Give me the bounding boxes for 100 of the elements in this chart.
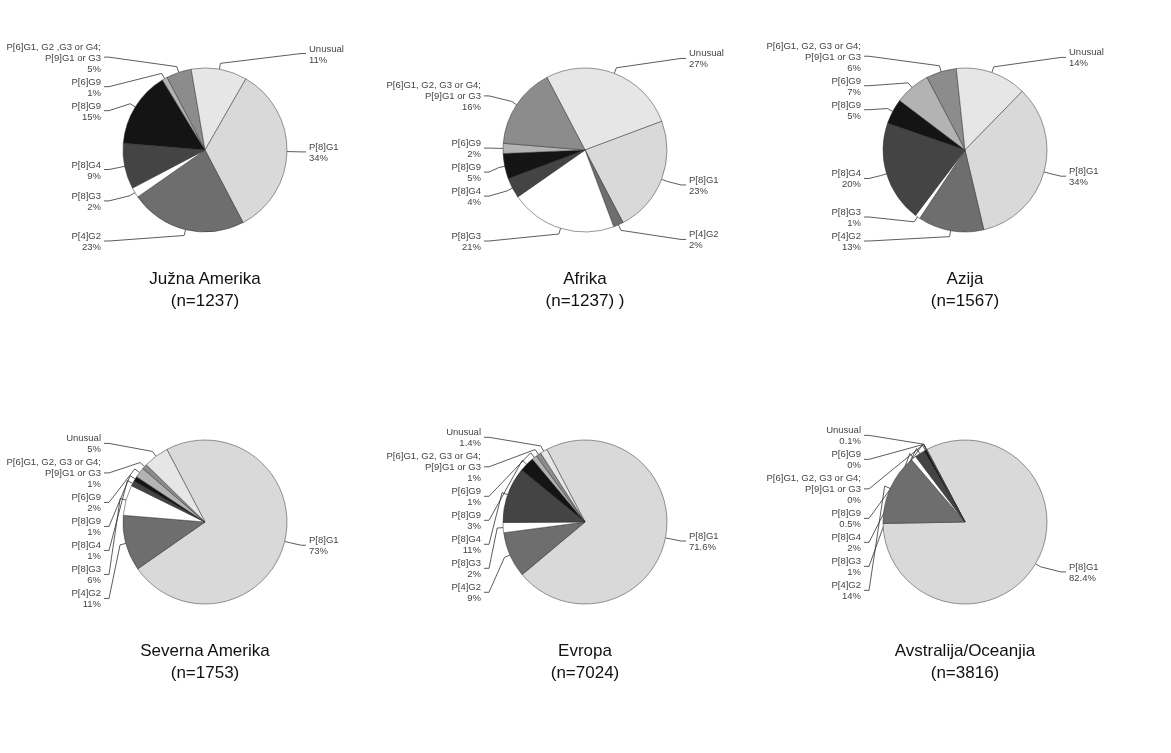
data-label: 23% xyxy=(81,241,102,252)
data-label: 1% xyxy=(87,86,102,98)
data-label: 11% xyxy=(462,544,482,556)
slice-label: P[6]G9 xyxy=(71,491,101,503)
text: Južna Amerika xyxy=(149,269,262,288)
data-label: 2% xyxy=(87,200,102,212)
slice-label: P[4]G2 xyxy=(831,230,861,241)
data-label: 14% xyxy=(1069,57,1089,69)
slice-label: P[8]G4 xyxy=(831,167,861,179)
slice-label: P[4]G2 xyxy=(71,230,101,241)
slice-label: P[4]G2 xyxy=(689,228,719,240)
data-label: 7% xyxy=(847,85,862,97)
slice-label: P[8]G4 xyxy=(451,185,481,197)
slice-label: P[8]G3 xyxy=(451,230,481,241)
data-label: 1% xyxy=(847,566,862,578)
slice-label: P[8]G4 xyxy=(451,533,481,545)
data-label: 1% xyxy=(847,217,862,228)
slice-label: P[8]G1 xyxy=(1069,165,1099,177)
data-label: 34% xyxy=(1069,176,1089,188)
data-label: 5% xyxy=(467,172,482,184)
slice-label: P[8]G1 xyxy=(1069,560,1099,572)
data-label: 5% xyxy=(87,62,102,74)
slice-label: Unusual xyxy=(309,42,344,54)
text: Avstralija/Oceanjia xyxy=(894,641,1036,660)
slice-label: P[8]G1 xyxy=(309,534,339,546)
slice-label: Unusual xyxy=(66,432,101,444)
data-label: 34% xyxy=(309,151,329,163)
slice-label: P[6]G1, G2, G3 or G4; P[9]G1 or G3 xyxy=(386,450,481,473)
data-label: 3% xyxy=(467,520,482,532)
slice-label: P[8]G9 xyxy=(831,507,861,519)
slice-label: P[6]G1, G2, G3 or G4; P[9]G1 or G3 xyxy=(6,456,101,479)
slice-label: P[8]G9 xyxy=(451,509,481,521)
slice-label: P[8]G9 xyxy=(831,98,861,110)
slice-label: P[8]G3 xyxy=(451,557,481,569)
slice-label: P[6]G1, G2, G3 or G4; P[9]G1 or G3 xyxy=(386,79,481,102)
category-label: P[6]G9 xyxy=(831,448,861,460)
text: (n=1237) ) xyxy=(545,291,625,310)
data-label: 13% xyxy=(841,241,862,252)
data-label: 20% xyxy=(841,178,862,190)
data-label: 1.4% xyxy=(459,437,482,449)
data-label: 27% xyxy=(689,58,709,70)
data-label: 1% xyxy=(87,478,102,490)
slice-label: P[8]G1 xyxy=(689,173,719,185)
slice-label: P[4]G2 xyxy=(451,581,481,593)
slice-label: P[8]G1 xyxy=(689,530,719,542)
slice-label: P[6]G9 xyxy=(71,75,101,87)
data-label: 4% xyxy=(467,196,482,208)
data-label: 9% xyxy=(87,169,102,181)
text: Afrika xyxy=(563,269,608,288)
slice-label: P[8]G9 xyxy=(451,161,481,173)
text: (n=1237) xyxy=(170,291,240,310)
text: (n=1567) xyxy=(930,291,1000,310)
text: (n=7024) xyxy=(550,663,620,682)
text: Evropa xyxy=(558,641,613,660)
data-label: 1% xyxy=(467,496,482,508)
data-label: 2% xyxy=(87,502,102,514)
data-label: 82.4% xyxy=(1069,571,1097,583)
data-label: 1% xyxy=(87,526,102,538)
slice-label: P[8]G4 xyxy=(71,158,101,170)
slice-label: P[4]G2 xyxy=(71,587,101,599)
data-label: 14% xyxy=(841,590,862,602)
data-label: 6% xyxy=(847,61,862,73)
slice-label: P[6]G1, G2 ,G3 or G4; P[9]G1 or G3 xyxy=(6,40,101,63)
data-label: 5% xyxy=(87,443,102,455)
data-label: 2% xyxy=(847,542,862,554)
slice-label: Unusual xyxy=(1069,46,1104,58)
data-label: 2% xyxy=(467,148,482,160)
data-label: 6% xyxy=(87,574,102,586)
data-label: 9% xyxy=(467,592,482,604)
text: (n=3816) xyxy=(930,663,1000,682)
slice-label: Unusual xyxy=(689,47,724,59)
data-label: 16% xyxy=(461,101,482,113)
text: Severna Amerika xyxy=(140,641,271,660)
data-label: 2% xyxy=(689,239,704,251)
slice-label: P[4]G2 xyxy=(831,579,861,591)
data-label: 11% xyxy=(82,598,102,610)
data-label: 73% xyxy=(309,545,329,557)
text: (n=1753) xyxy=(170,663,240,682)
slice-label: P[8]G9 xyxy=(71,99,101,111)
text: 0% xyxy=(847,459,861,471)
data-label: 23% xyxy=(689,184,709,196)
slice-label: P[8]G3 xyxy=(831,206,861,217)
slice-label: Unusual xyxy=(826,424,861,436)
text: 0% xyxy=(847,494,861,506)
slice-label: P[6]G9 xyxy=(831,74,861,86)
slice-label: Unusual xyxy=(446,426,481,438)
slice-label: P[8]G9 xyxy=(71,515,101,527)
slice-label: P[6]G9 xyxy=(451,485,481,497)
slice-label: P[8]G4 xyxy=(831,531,861,543)
data-label: 15% xyxy=(81,110,102,122)
data-label: 2% xyxy=(467,568,482,580)
text: Azija xyxy=(946,269,984,288)
data-label: 71.6% xyxy=(689,541,717,553)
category-label: P[6]G1, G2, G3 or G4; P[9]G1 or G3 xyxy=(766,472,861,495)
data-label: 0.1% xyxy=(839,435,862,447)
data-label: 0.5% xyxy=(839,518,862,530)
pie-slice xyxy=(882,439,1048,605)
data-label: 1% xyxy=(87,550,102,562)
slice-label: P[8]G4 xyxy=(71,539,101,551)
slice-label: P[6]G9 xyxy=(451,137,481,149)
